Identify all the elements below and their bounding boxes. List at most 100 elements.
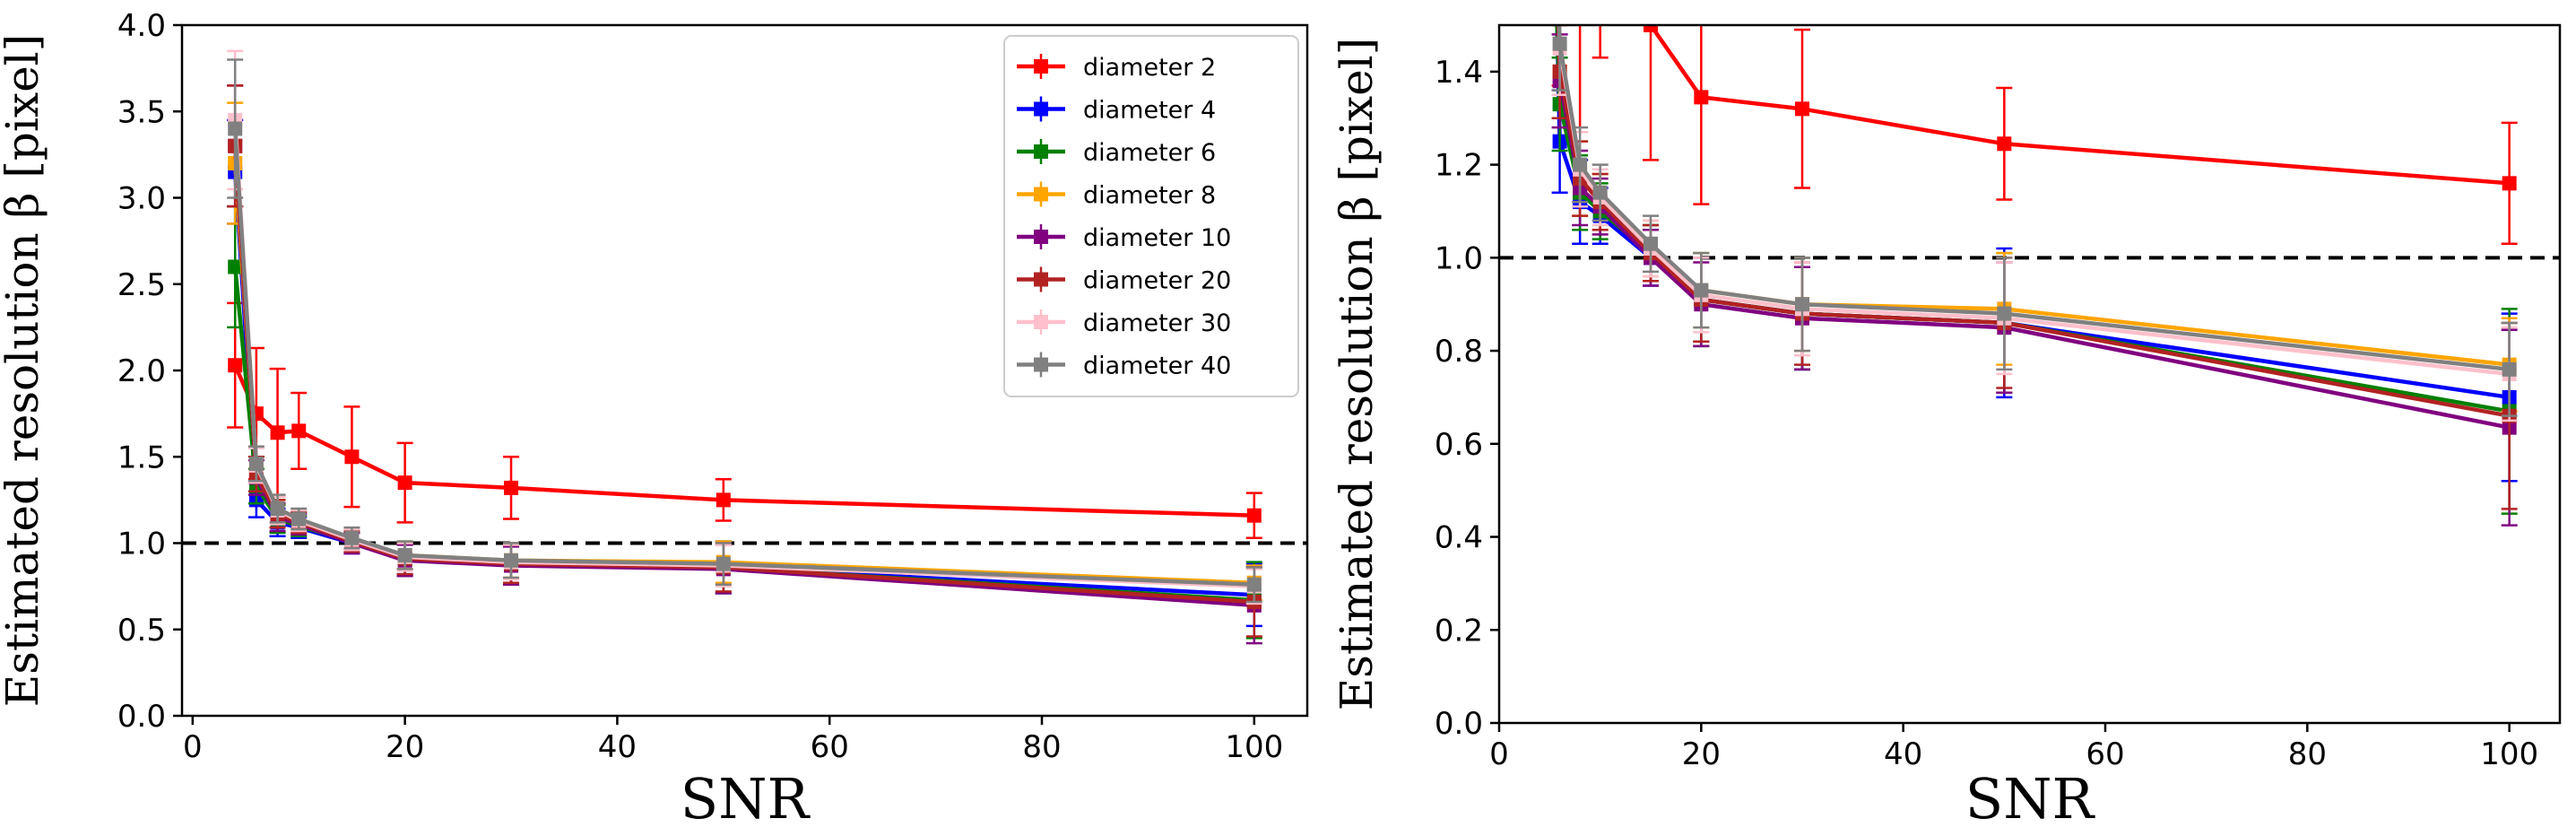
- y-tick-label: 1.0: [1435, 240, 1483, 276]
- x-tick-label: 60: [811, 729, 849, 765]
- series-line: [1555, 25, 2511, 400]
- data-point: [1573, 157, 1588, 172]
- data-point: [228, 358, 243, 373]
- x-tick-label: 40: [598, 729, 637, 765]
- data-point: [2502, 361, 2517, 377]
- series-diameter-2: [1551, 25, 2518, 246]
- x-tick-label: 100: [2480, 736, 2538, 772]
- x-axis-label: SNR: [1965, 766, 2096, 832]
- series-diameter-20: [1551, 25, 2518, 510]
- y-tick-label: 0.6: [1435, 427, 1483, 463]
- legend-marker: [1034, 357, 1048, 372]
- series-diameter-4: [1551, 25, 2518, 483]
- y-tick-label: 2.0: [117, 353, 166, 389]
- x-tick-label: 0: [1489, 736, 1509, 772]
- data-point: [2502, 176, 2517, 191]
- y-tick-label: 0.5: [117, 613, 166, 649]
- series-diameter-2: [227, 301, 1262, 539]
- legend-label: diameter 4: [1083, 97, 1216, 125]
- legend-label: diameter 30: [1083, 309, 1231, 337]
- y-tick-label: 4.0: [117, 8, 166, 44]
- axes-frame: [1497, 23, 2562, 725]
- series-line: [1557, 25, 2510, 367]
- data-point: [1795, 297, 1809, 312]
- data-point: [228, 259, 243, 274]
- data-point: [1644, 236, 1658, 251]
- legend-label: diameter 2: [1083, 54, 1216, 82]
- y-axis-label: Estimated resolution β [pixel]: [1331, 38, 1383, 710]
- legend-item: diameter 10: [1017, 224, 1231, 252]
- y-tick-label: 0.8: [1435, 334, 1483, 370]
- data-point: [344, 530, 360, 545]
- legend-label: diameter 20: [1083, 267, 1231, 295]
- y-tick-label: 0.0: [117, 699, 166, 735]
- series-diameter-10: [1551, 25, 2518, 527]
- legend-label: diameter 10: [1083, 224, 1231, 252]
- data-point: [1694, 90, 1709, 105]
- legend-marker: [1034, 272, 1048, 287]
- data-point: [291, 511, 307, 527]
- data-point: [1997, 136, 2012, 152]
- y-tick-label: 3.5: [117, 94, 166, 130]
- data-point: [1592, 185, 1608, 200]
- data-point: [228, 121, 243, 136]
- legend-item: diameter 8: [1017, 181, 1216, 210]
- data-point: [397, 547, 412, 562]
- data-point: [1997, 306, 2012, 321]
- chart-panel-right: 0 20 40 60 80 100 0.0 0.2 0.4 0.6 0.8 1.0 1.2 1.4 SNR E…: [1331, 23, 2562, 832]
- y-tick-label: 1.0: [117, 527, 166, 562]
- data-point: [1552, 36, 1567, 51]
- y-axis-label: Estimated resolution β [pixel]: [0, 34, 48, 707]
- x-tick-label: 40: [1884, 736, 1922, 772]
- y-tick-label: 1.2: [1435, 148, 1483, 184]
- x-tick-label: 20: [1682, 736, 1721, 772]
- data-point: [1644, 25, 1658, 32]
- series-diameter-8: [1551, 25, 2518, 413]
- x-tick-label: 100: [1225, 729, 1283, 765]
- data-point: [270, 425, 285, 440]
- y-tick-label: 1.4: [1435, 55, 1483, 91]
- data-point: [397, 475, 412, 491]
- data-point: [504, 480, 519, 495]
- y-tick-label: 0.2: [1435, 613, 1483, 649]
- y-tick-label: 1.5: [117, 440, 166, 475]
- series-line: [1557, 25, 2510, 377]
- legend-label: diameter 40: [1083, 353, 1231, 380]
- data-point: [716, 556, 731, 571]
- data-point: [504, 553, 519, 568]
- data-point: [716, 492, 731, 508]
- x-tick-label: 80: [1022, 729, 1061, 765]
- plot-area: [1551, 25, 2518, 527]
- data-point: [248, 456, 264, 471]
- legend-marker: [1034, 101, 1048, 117]
- legend-label: diameter 6: [1083, 139, 1216, 167]
- data-point: [1246, 577, 1262, 592]
- legend-marker: [1034, 230, 1048, 244]
- y-tick-label: 3.0: [117, 181, 166, 217]
- legend-label: diameter 8: [1083, 182, 1216, 210]
- x-tick-label: 80: [2288, 736, 2327, 772]
- data-point: [1795, 101, 1809, 117]
- legend-marker: [1034, 187, 1048, 202]
- data-point: [344, 449, 360, 465]
- series-diameter-40: [1551, 25, 2518, 417]
- legend-item: diameter 30: [1017, 309, 1231, 337]
- legend-marker: [1034, 315, 1048, 329]
- data-point: [291, 423, 307, 439]
- y-tick-label: 0.4: [1435, 520, 1483, 556]
- legend-marker: [1034, 59, 1048, 74]
- legend-item: diameter 40: [1017, 352, 1231, 380]
- legend-item: diameter 20: [1017, 266, 1231, 295]
- y-tick-label: 0.0: [1435, 706, 1483, 742]
- data-point: [1246, 508, 1262, 523]
- series-diameter-40: [227, 58, 1262, 604]
- x-tick-label: 0: [183, 729, 203, 765]
- legend: diameter 2 diameter 4 diameter 6 diameter 8…: [1003, 35, 1299, 397]
- series-line: [1648, 25, 2510, 186]
- legend-item: diameter 2: [1017, 54, 1216, 82]
- x-tick-label: 20: [386, 729, 424, 765]
- chart-panel-left: 0 20 40 60 80 100 0.0 0.5 1.0 1.5 2.0 2.5 3.0 3.5 4.0 S…: [0, 8, 1309, 832]
- legend-item: diameter 6: [1017, 139, 1216, 167]
- legend-box: [1003, 35, 1299, 397]
